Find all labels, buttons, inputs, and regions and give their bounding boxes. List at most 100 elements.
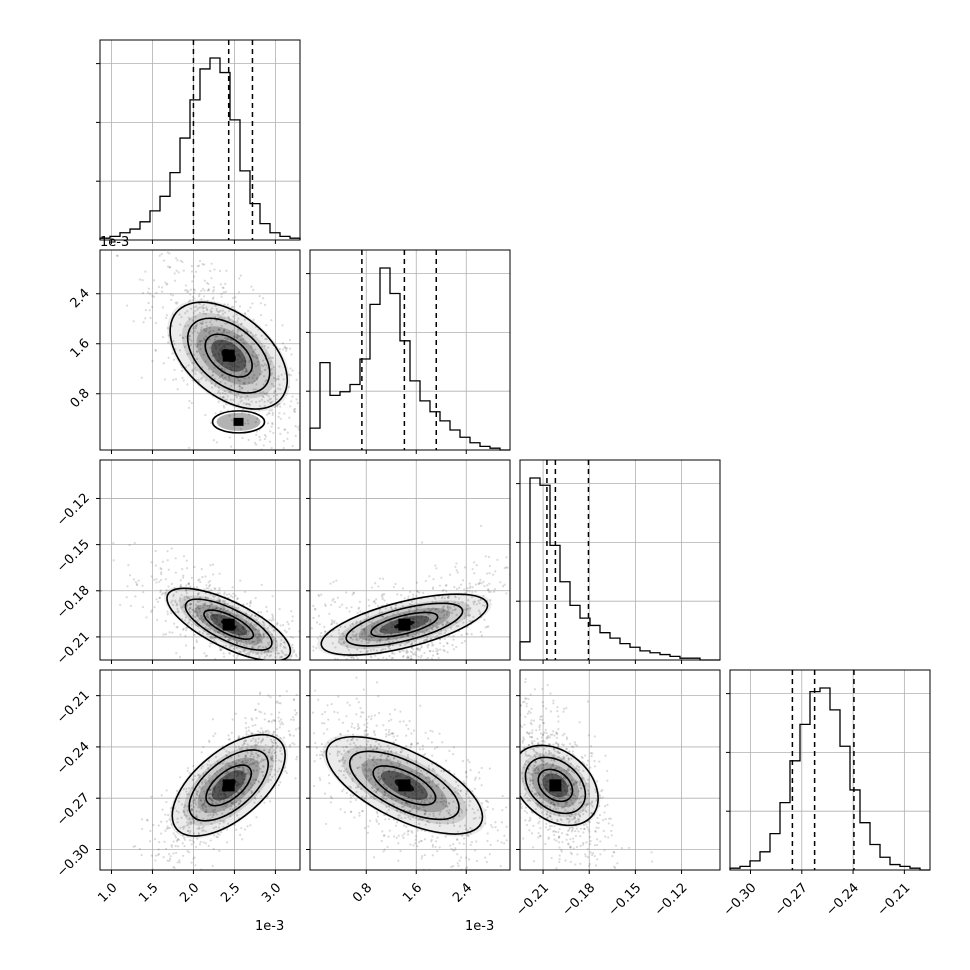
sample-point [562,757,565,760]
sample-point [217,400,220,403]
sample-point [180,594,183,597]
sample-point [466,604,469,607]
sample-point [162,259,166,262]
sample-point [315,754,318,757]
sample-point [209,764,212,767]
sample-point [561,743,564,746]
sample-point [390,795,393,799]
sample-point [371,786,374,789]
sample-point [382,577,385,580]
sample-point [392,735,395,738]
sample-point [221,820,224,823]
sample-point [256,730,260,733]
sample-point [210,793,214,796]
sample-point [273,390,276,393]
sample-point [387,750,390,753]
sample-point [251,382,254,385]
sample-point [381,596,384,599]
sample-point [387,794,390,797]
sample-point [215,620,219,623]
sample-point [336,596,339,599]
sample-point [486,800,490,804]
sample-point [270,713,273,716]
sample-point [419,839,422,842]
sample-point [190,401,193,405]
sample-point [219,396,222,399]
sample-point [138,847,141,851]
sample-point [416,845,419,848]
sample-point [273,741,277,744]
sample-point [112,542,115,545]
sample-point [172,358,176,361]
sample-point [181,576,185,579]
sample-point [222,792,225,795]
sample-point [244,739,247,742]
sample-point [244,772,247,775]
sample-point [245,730,248,733]
sample-point [252,388,255,391]
sample-point [220,453,222,455]
sample-point [244,775,247,778]
sample-point [239,772,243,775]
sample-point [193,565,196,569]
sample-point [236,774,239,777]
sample-point [397,834,400,837]
sample-point [262,765,265,768]
sample-point [165,789,168,792]
sample-point [412,593,415,596]
sample-point [283,403,286,406]
sample-point [240,632,243,635]
sample-point [423,799,426,802]
sample-point [254,333,257,337]
sample-point [447,812,450,815]
sample-point [456,862,459,865]
sample-point [440,801,444,804]
sample-point [217,386,220,389]
histogram-p2 [519,477,720,661]
sample-point [472,600,475,603]
sample-point [268,440,272,443]
sample-point [230,794,233,797]
sample-point [237,361,240,364]
sample-point [428,575,431,578]
sample-point [430,785,434,788]
sample-point [277,378,280,381]
sample-point [551,773,554,776]
sample-point [189,607,192,610]
sample-point [213,614,216,618]
sample-point [542,754,545,757]
sample-point [431,780,434,783]
sample-point [305,663,307,665]
sample-point [255,383,258,386]
sample-point [345,657,348,660]
sample-point [479,598,482,602]
sample-point [448,802,451,805]
sample-point [560,850,563,853]
sample-point [359,707,362,710]
sample-point [254,420,257,424]
sample-point [258,731,262,734]
sample-point [342,641,345,644]
sample-point [159,567,162,570]
sample-point [455,562,458,565]
sample-point [397,816,400,820]
sample-point [240,322,243,325]
sample-point [225,777,229,780]
sample-point [172,852,175,855]
sample-point [415,760,418,763]
sample-point [480,766,483,770]
sample-point [206,596,209,599]
sample-point [263,758,266,761]
sample-point [358,814,361,817]
sample-point [373,789,376,792]
sample-point [389,775,392,778]
sample-point [208,605,211,608]
sample-point [271,421,274,425]
sample-point [186,626,189,630]
sample-point [307,662,309,664]
sample-point [259,691,262,694]
sample-point [184,289,187,292]
sample-point [443,614,446,617]
sample-point [224,795,227,799]
sample-point [403,612,406,615]
